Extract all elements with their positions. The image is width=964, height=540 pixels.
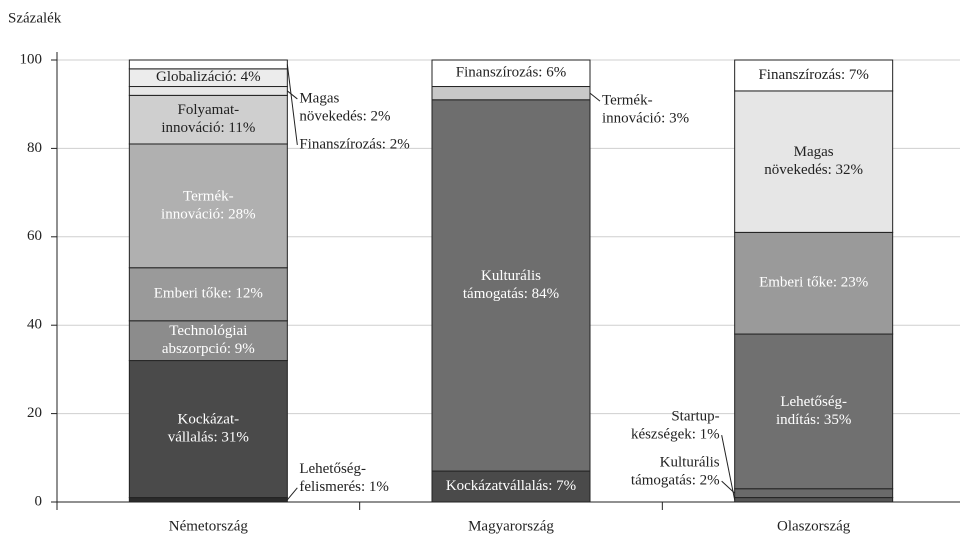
segment-label: Technológiai [169, 323, 247, 339]
bar-segment [734, 59, 894, 92]
segment-label: támogatás: 84% [463, 286, 559, 302]
segment-label: Magas [794, 144, 834, 160]
segment-label: Lehetőség- [780, 394, 847, 410]
segment-label: készségek: 1% [631, 427, 720, 443]
segment-label: Kulturális [481, 268, 541, 284]
bar-segment [734, 488, 894, 499]
segment-label: vállalás: 31% [168, 430, 249, 446]
bar-segment [128, 143, 288, 269]
bar-segment [128, 94, 288, 145]
segment-label: Magas [299, 90, 339, 106]
segment-label: Folyamat- [178, 102, 240, 118]
segment-label: innováció: 28% [161, 206, 256, 222]
segment-label: innováció: 11% [161, 120, 255, 136]
segment-label: növekedés: 32% [764, 162, 863, 178]
bar-segment [431, 86, 591, 101]
leader-line [287, 90, 298, 100]
segment-label: innováció: 3% [602, 111, 689, 127]
y-tick-label: 80 [27, 140, 42, 156]
bar-segment [128, 320, 288, 362]
segment-label: Kockázatvállalás: 7% [446, 478, 576, 494]
bar-segment [734, 497, 894, 503]
x-tick-label: Magyarország [468, 518, 554, 534]
segment-label: növekedés: 2% [299, 108, 390, 124]
bar-segment [431, 470, 591, 503]
y-axis-label: Százalék [8, 10, 62, 26]
leader-line [286, 64, 298, 146]
x-tick-label: Olaszország [777, 518, 851, 534]
segment-label: Startup- [671, 409, 719, 425]
segment-label: abszorpció: 9% [162, 341, 255, 357]
y-tick-label: 20 [27, 405, 42, 421]
bar-segment [128, 267, 288, 322]
bar-segment [734, 90, 894, 233]
segment-label: Termék- [602, 93, 653, 109]
bar-segment [128, 86, 288, 96]
bar-segment [128, 59, 288, 70]
bar-segment [734, 333, 894, 490]
segment-label: Lehetőség- [299, 461, 366, 477]
bar-segment [431, 59, 591, 88]
bar-segment [734, 231, 894, 335]
y-tick-label: 0 [35, 493, 43, 509]
segment-label: Globalizáció: 4% [156, 69, 261, 85]
y-tick-label: 100 [20, 51, 43, 67]
segment-label: felismerés: 1% [299, 479, 389, 495]
segment-label: Finanszírozás: 6% [456, 65, 566, 81]
leader-line [286, 487, 298, 501]
segment-label: Emberi tőke: 12% [154, 286, 263, 302]
segment-label: indítás: 35% [776, 412, 851, 428]
segment-label: Kockázat- [178, 412, 240, 428]
bar-segment [128, 497, 288, 503]
leader-line [721, 435, 736, 500]
y-tick-label: 60 [27, 228, 42, 244]
x-tick-label: Németország [169, 518, 249, 534]
segment-label: Termék- [183, 188, 234, 204]
segment-label: Emberi tőke: 23% [759, 275, 868, 291]
segment-label: Kulturális [660, 455, 720, 471]
segment-label: Finanszírozás: 2% [299, 136, 409, 152]
segment-label: Finanszírozás: 7% [758, 67, 868, 83]
leader-line [589, 92, 601, 102]
segment-label: támogatás: 2% [631, 473, 720, 489]
bar-segment [128, 360, 288, 499]
y-tick-label: 40 [27, 317, 42, 333]
